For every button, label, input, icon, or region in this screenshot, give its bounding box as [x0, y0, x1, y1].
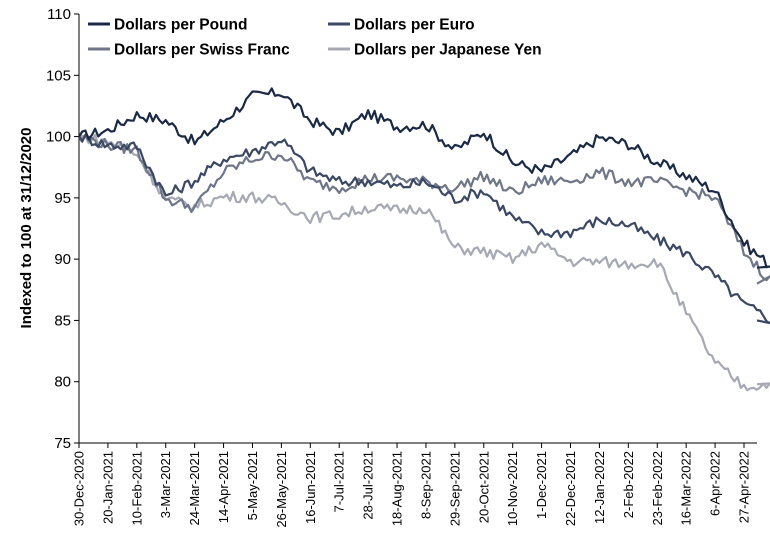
y-axis-ticks: 75 80 85 90 95 100 105 110 [46, 6, 79, 452]
y-tick-label: 100 [46, 129, 71, 146]
y-tick-label: 105 [46, 67, 71, 84]
legend-label: Dollars per Swiss Franc [114, 42, 290, 59]
legend-label: Dollars per Euro [354, 17, 475, 34]
series-line-dollars-per-euro [78, 133, 770, 325]
x-tick-label: 7-Jul-2021 [332, 451, 347, 512]
y-tick-label: 95 [54, 190, 71, 207]
x-tick-label: 18-Aug-2021 [390, 451, 405, 526]
x-tick-label: 3-Mar-2021 [158, 451, 173, 518]
legend-label: Dollars per Pound [114, 17, 248, 34]
y-tick-label: 80 [54, 374, 71, 391]
y-tick-label: 110 [47, 6, 71, 23]
x-tick-label: 10-Nov-2021 [505, 451, 520, 526]
x-tick-label: 30-Dec-2020 [72, 451, 87, 526]
legend-label: Dollars per Japanese Yen [354, 42, 542, 59]
plot-area [78, 14, 757, 444]
x-tick-label: 27-Apr-2022 [736, 451, 751, 523]
x-tick-label: 28-Jul-2021 [361, 451, 376, 520]
x-tick-label: 14-Apr-2021 [216, 451, 231, 523]
y-tick-label: 75 [54, 435, 71, 452]
series-line-dollars-per-pound [78, 87, 770, 269]
x-tick-label: 6-Apr-2022 [708, 451, 723, 516]
y-tick-label: 85 [54, 312, 71, 329]
x-tick-label: 23-Feb-2022 [650, 451, 665, 525]
y-axis-label: Indexed to 100 at 31/12/2020 [18, 128, 35, 329]
legend: Dollars per Pound Dollars per Euro Dollars… [88, 17, 542, 59]
x-tick-label: 2-Feb-2022 [621, 451, 636, 518]
x-tick-label: 20-Oct-2021 [476, 451, 491, 523]
y-tick-label: 90 [54, 251, 71, 268]
x-axis-ticks: 30-Dec-2020 20-Jan-2021 10-Feb-2021 3-Mar-2… [72, 443, 751, 528]
series-line-dollars-per-japanese-yen [78, 133, 770, 392]
series-layer [78, 87, 770, 392]
x-tick-label: 22-Dec-2021 [563, 451, 578, 526]
series-line-dollars-per-swiss-franc [78, 134, 770, 285]
x-tick-label: 24-Mar-2021 [187, 451, 202, 525]
x-tick-label: 29-Sep-2021 [447, 451, 462, 526]
x-tick-label: 1-Dec-2021 [534, 451, 549, 519]
x-tick-label: 8-Sep-2021 [418, 451, 433, 519]
x-tick-label: 12-Jan-2022 [592, 451, 607, 524]
x-tick-label: 20-Jan-2021 [100, 451, 115, 524]
x-tick-label: 16-Jun-2021 [303, 451, 318, 524]
x-tick-label: 16-Mar-2022 [679, 451, 694, 525]
x-tick-label: 26-May-2021 [274, 451, 289, 528]
x-tick-label: 5-May-2021 [245, 451, 260, 520]
x-tick-label: 10-Feb-2021 [129, 451, 144, 525]
